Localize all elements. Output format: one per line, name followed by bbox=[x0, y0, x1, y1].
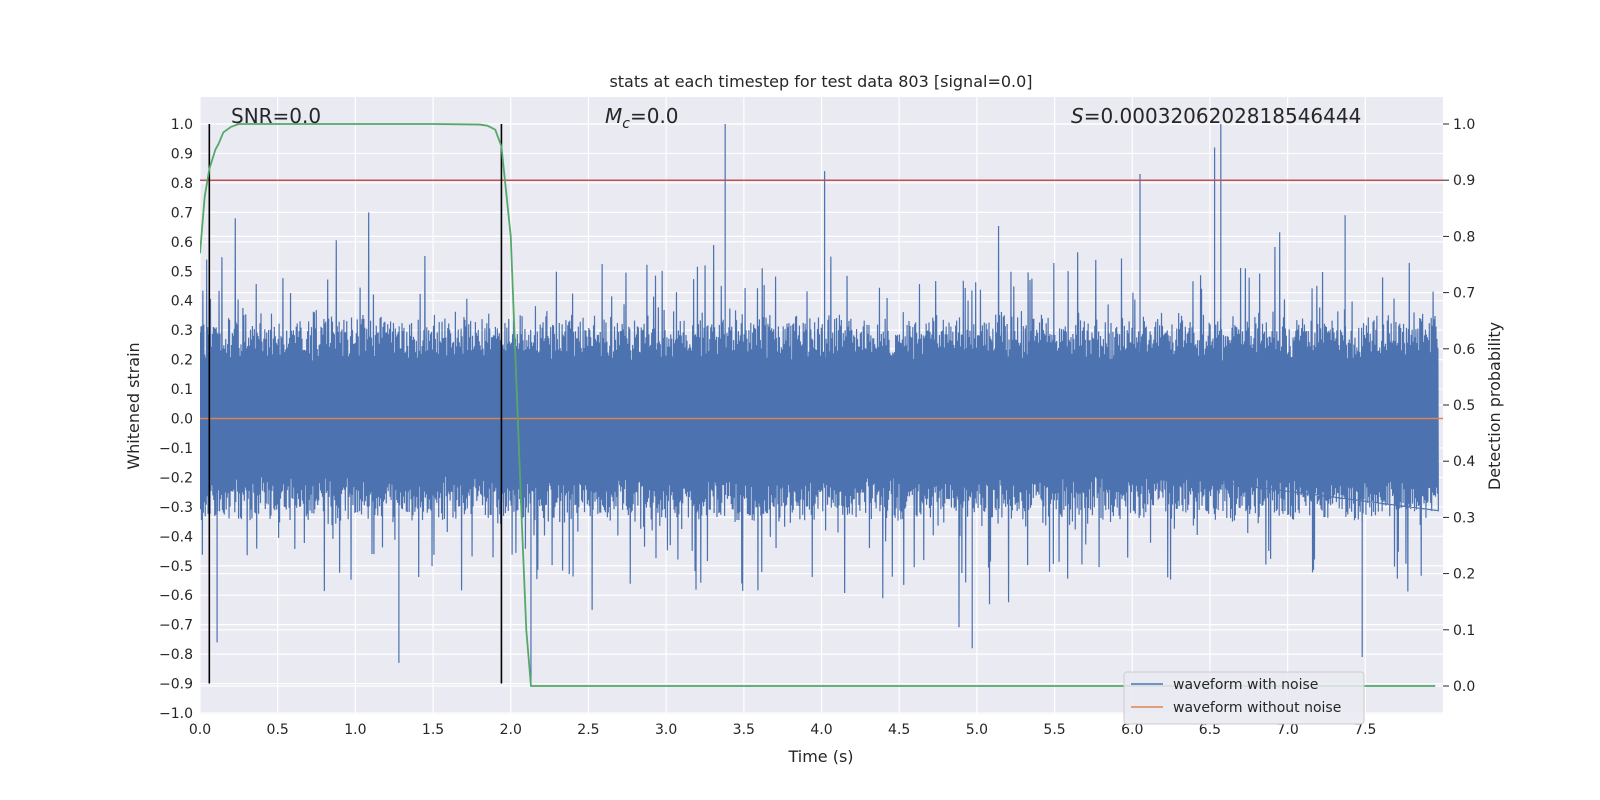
x-tick-label: 1.5 bbox=[422, 722, 444, 738]
x-tick-label: 4.0 bbox=[810, 722, 832, 738]
y2-tick-label: 0.8 bbox=[1453, 229, 1475, 245]
legend-label-clean: waveform without noise bbox=[1173, 700, 1341, 716]
x-tick-label: 6.0 bbox=[1121, 722, 1143, 738]
y-axis-label: Whitened strain bbox=[124, 342, 143, 469]
y-tick-label: 0.8 bbox=[171, 176, 193, 192]
plot-content bbox=[200, 123, 1443, 687]
x-tick-label: 3.0 bbox=[655, 722, 677, 738]
y-tick-label: −0.2 bbox=[159, 470, 193, 486]
y-tick-label: −0.3 bbox=[159, 500, 193, 516]
series-detection-probability bbox=[200, 123, 1436, 687]
s-value: =0.0003206202818546444 bbox=[1084, 104, 1362, 128]
y2-tick-label: 0.2 bbox=[1453, 567, 1475, 583]
s-annotation: S=0.0003206202818546444 bbox=[1071, 104, 1361, 128]
y2-tick-label: 1.0 bbox=[1453, 117, 1475, 133]
y2-tick-label: 0.9 bbox=[1453, 173, 1475, 189]
y-tick-label: −0.6 bbox=[159, 588, 193, 604]
x-tick-label: 2.0 bbox=[500, 722, 522, 738]
x-tick-label: 2.5 bbox=[577, 722, 599, 738]
y2-tick-label: 0.5 bbox=[1453, 398, 1475, 414]
chirp-mass-symbol: M bbox=[605, 104, 622, 128]
y2-tick-label: 0.7 bbox=[1453, 286, 1475, 302]
series-waveform-with-noise bbox=[200, 124, 1439, 684]
y-tick-label: 1.0 bbox=[171, 117, 193, 133]
y-tick-label: 0.4 bbox=[171, 294, 193, 310]
legend: waveform with noise waveform without noi… bbox=[1123, 671, 1365, 725]
x-tick-label: 0.5 bbox=[267, 722, 289, 738]
x-tick-label: 5.0 bbox=[966, 722, 988, 738]
y-tick-label: 0.9 bbox=[171, 146, 193, 162]
y-tick-label: 0.1 bbox=[171, 382, 193, 398]
y-tick-label: 0.6 bbox=[171, 235, 193, 251]
y-axis-left: 1.0 0.9 0.8 0.7 0.6 0.5 0.4 0.3 0.2 0.1 0.0 −0.1 −0.… bbox=[159, 117, 193, 722]
x-tick-label: 4.5 bbox=[888, 722, 910, 738]
y-tick-label: 0.0 bbox=[171, 412, 193, 428]
x-tick-label: 0.0 bbox=[189, 722, 211, 738]
y-tick-label: −0.1 bbox=[159, 441, 193, 457]
legend-label-noise: waveform with noise bbox=[1173, 677, 1318, 693]
y2-tick-label: 0.0 bbox=[1453, 679, 1475, 695]
x-tick-label: 5.5 bbox=[1043, 722, 1065, 738]
y2-tick-label: 0.4 bbox=[1453, 454, 1475, 470]
x-tick-label: 3.5 bbox=[733, 722, 755, 738]
y-tick-label: −0.7 bbox=[159, 618, 193, 634]
y-tick-label: −1.0 bbox=[159, 706, 193, 722]
chirp-mass-value: =0.0 bbox=[630, 104, 679, 128]
y-tick-label: −0.5 bbox=[159, 559, 193, 575]
x-axis: 0.0 0.5 1.0 1.5 2.0 2.5 3.0 3.5 4.0 4.5 5.0 5.5 6.0 6… bbox=[189, 722, 1377, 738]
y2-tick-label: 0.6 bbox=[1453, 342, 1475, 358]
x-tick-label: 7.5 bbox=[1354, 722, 1376, 738]
x-tick-label: 6.5 bbox=[1199, 722, 1221, 738]
y2-tick-label: 0.1 bbox=[1453, 623, 1475, 639]
y-tick-label: 0.7 bbox=[171, 205, 193, 221]
chirp-mass-subscript: c bbox=[622, 116, 630, 132]
y-tick-label: −0.9 bbox=[159, 677, 193, 693]
y2-tick-label: 0.3 bbox=[1453, 510, 1475, 526]
chart-title: stats at each timestep for test data 803… bbox=[609, 72, 1032, 91]
y-axis-right: 1.0 0.9 0.8 0.7 0.6 0.5 0.4 0.3 0.2 0.1 0.0 bbox=[1443, 117, 1475, 695]
y-tick-label: −0.8 bbox=[159, 647, 193, 663]
y-tick-label: −0.4 bbox=[159, 529, 193, 545]
chirp-mass-annotation: Mc=0.0 bbox=[605, 104, 679, 132]
legend-box bbox=[1123, 671, 1365, 725]
x-tick-label: 1.0 bbox=[344, 722, 366, 738]
x-axis-label: Time (s) bbox=[787, 747, 853, 766]
y-tick-label: 0.3 bbox=[171, 323, 193, 339]
s-symbol: S bbox=[1071, 104, 1084, 128]
y-tick-label: 0.5 bbox=[171, 264, 193, 280]
x-tick-label: 7.0 bbox=[1276, 722, 1298, 738]
snr-annotation: SNR=0.0 bbox=[231, 104, 321, 128]
y-tick-label: 0.2 bbox=[171, 353, 193, 369]
y-axis-right-label: Detection probability bbox=[1485, 322, 1504, 490]
